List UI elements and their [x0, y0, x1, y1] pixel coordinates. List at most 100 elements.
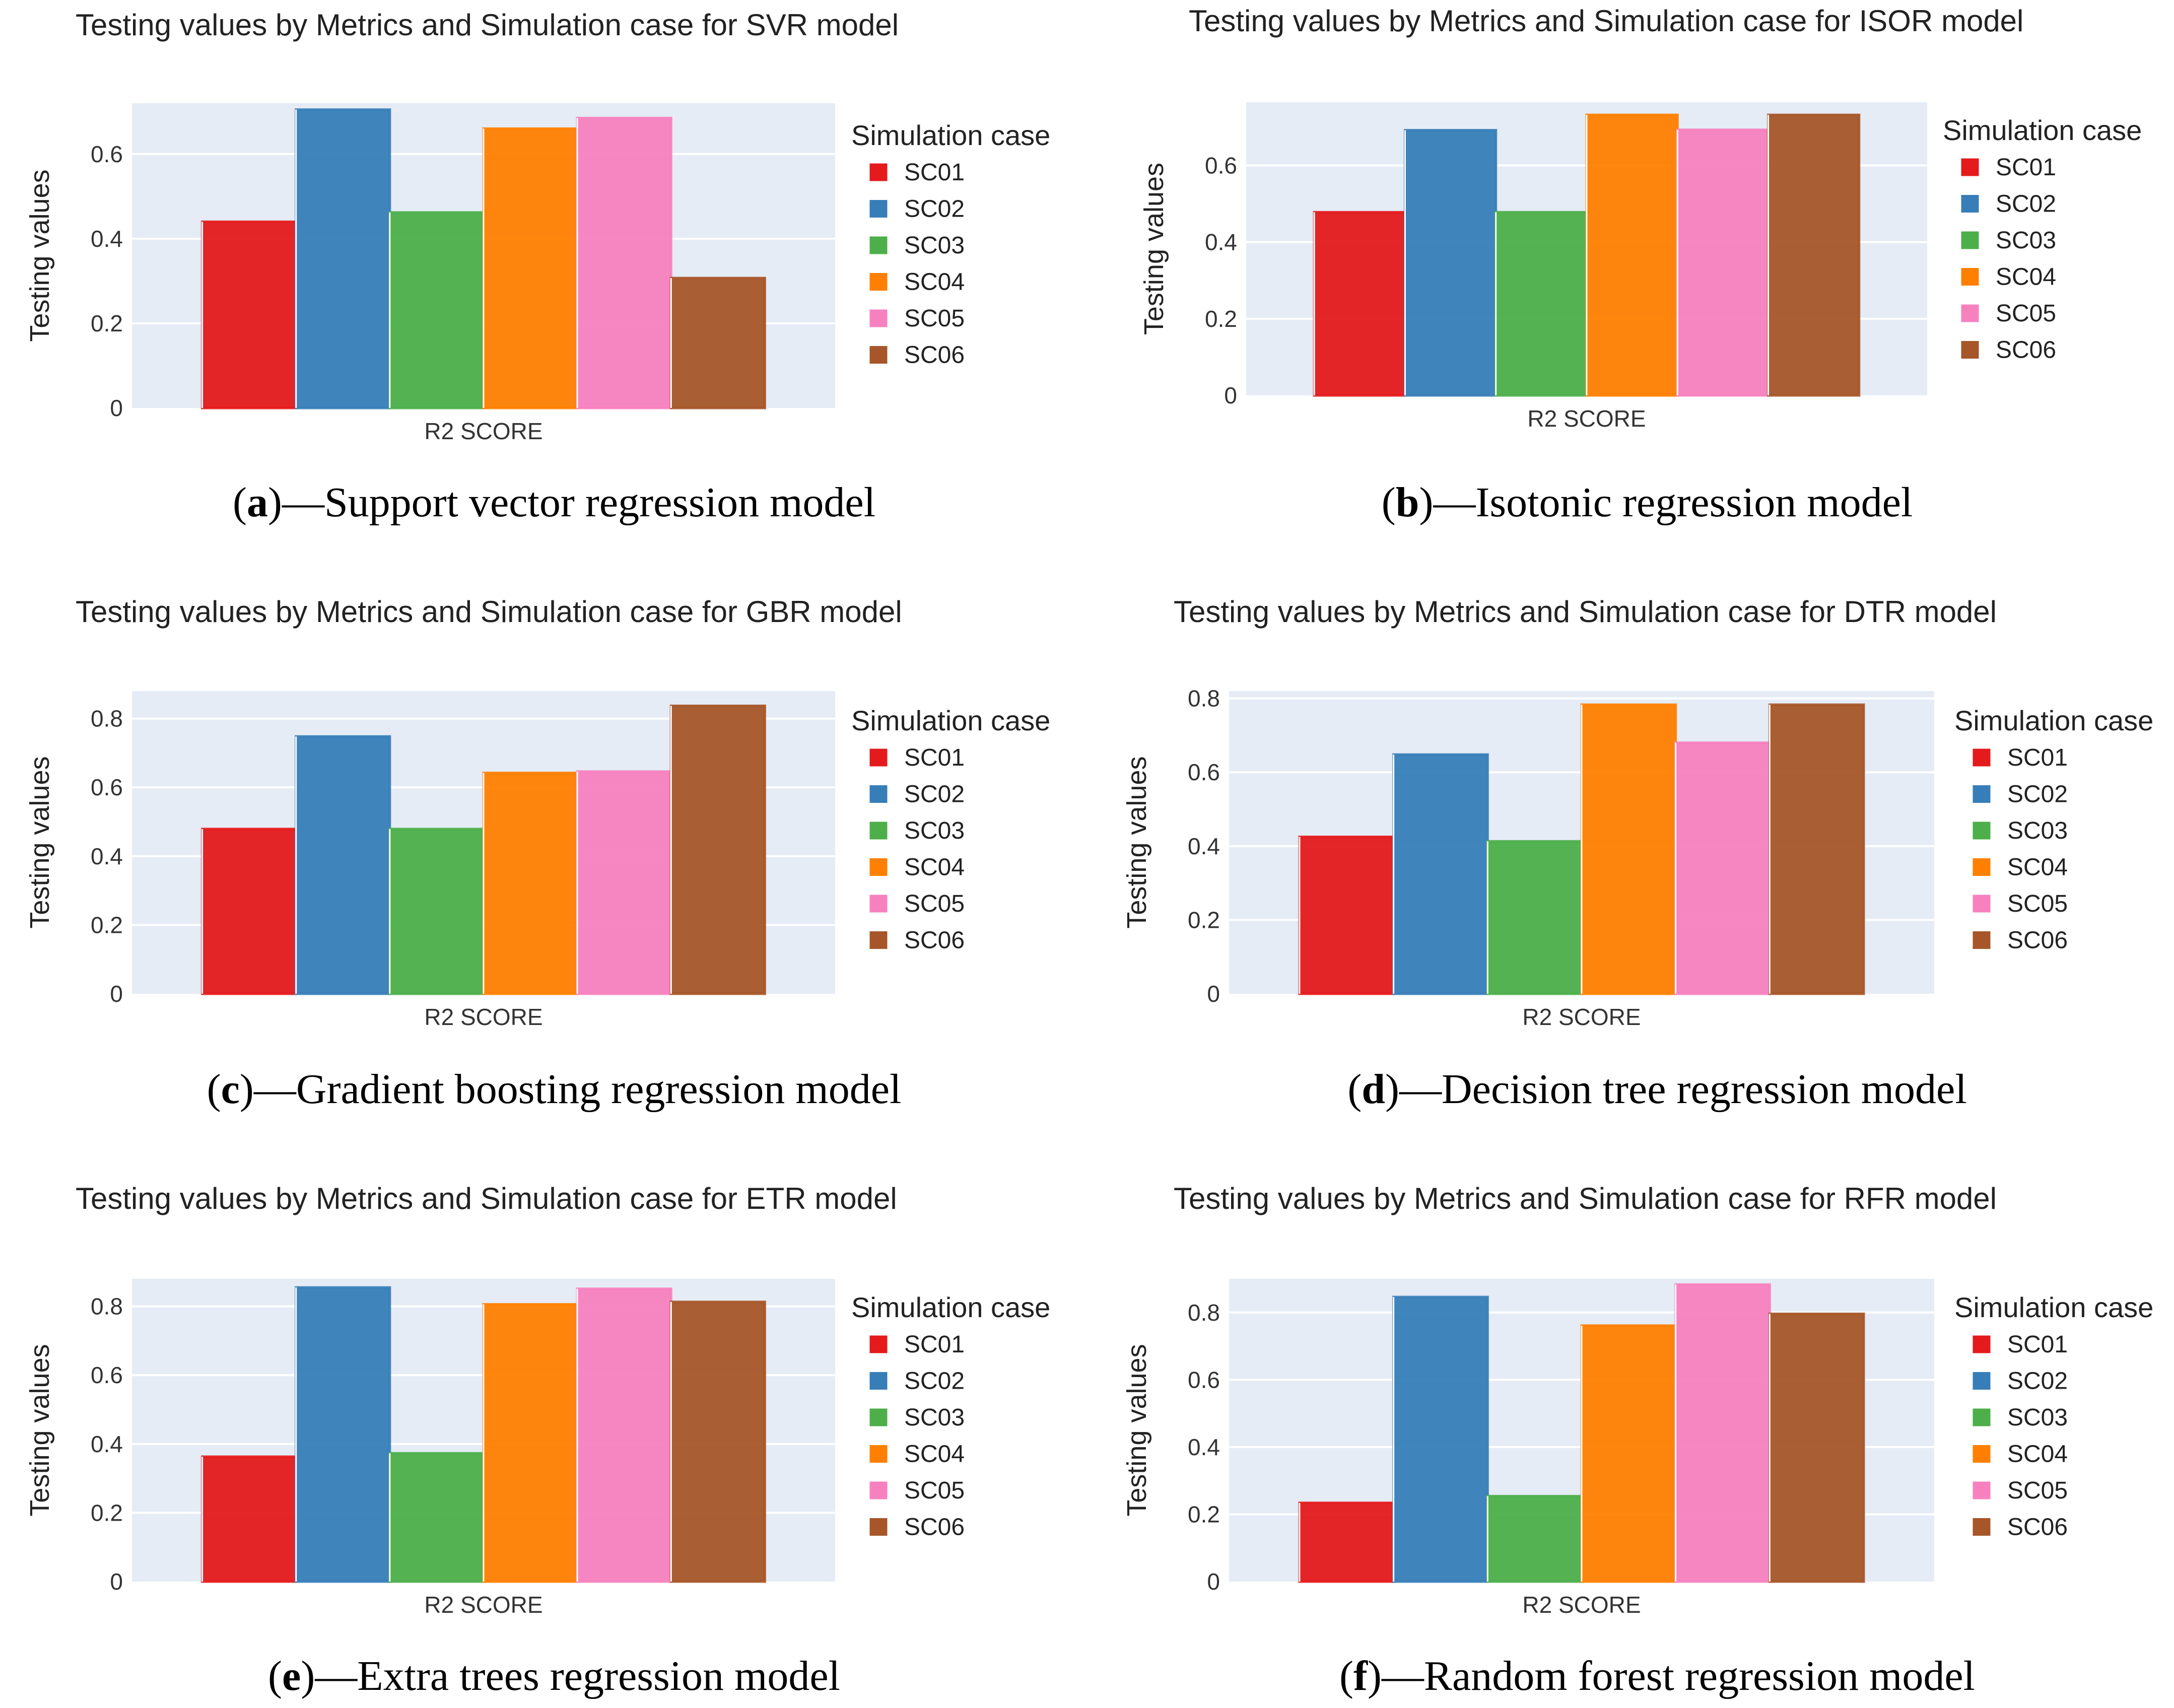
- y-tick-label: 0.2: [1205, 306, 1237, 332]
- caption-text: —Gradient boosting regression model: [253, 1066, 901, 1113]
- y-tick-label: 0.8: [1188, 686, 1220, 712]
- y-tick-label: 0.6: [1188, 1367, 1220, 1393]
- caption-text: —Decision tree regression model: [1399, 1066, 1967, 1113]
- panel-caption: (d)—Decision tree regression model: [1347, 1066, 1966, 1113]
- legend-label: SC04: [904, 269, 965, 296]
- legend-label: SC01: [904, 159, 965, 186]
- y-tick-label: 0: [110, 981, 123, 1007]
- bar-sc03: [388, 211, 485, 409]
- bar-sc02: [1392, 753, 1489, 995]
- legend-label: SC01: [2007, 1331, 2068, 1358]
- y-tick-label: 0.6: [91, 1362, 123, 1388]
- legend-swatch-sc03: [869, 1408, 888, 1426]
- x-category-label: R2 SCORE: [1522, 1004, 1641, 1030]
- chart-panel-a: Testing values by Metrics and Simulation…: [25, 8, 1050, 526]
- chart-title: Testing values by Metrics and Simulation…: [1174, 1182, 1997, 1215]
- x-category-label: R2 SCORE: [424, 1592, 542, 1618]
- caption-text: —Extra trees regression model: [314, 1653, 840, 1699]
- y-tick-label: 0.4: [1188, 1434, 1220, 1460]
- legend-label: SC05: [2007, 891, 2068, 917]
- legend-label: SC02: [2007, 1368, 2068, 1395]
- bar-sc05: [1674, 1283, 1771, 1583]
- caption-letter: f: [1353, 1653, 1368, 1699]
- bar-sc05: [1674, 741, 1771, 995]
- legend-label: SC02: [2007, 781, 2068, 808]
- legend-swatch-sc03: [869, 236, 888, 254]
- legend-label: SC04: [904, 854, 965, 881]
- bar-sc06: [1768, 1312, 1865, 1583]
- caption-paren: ): [301, 1653, 315, 1699]
- caption-paren: ): [268, 479, 282, 526]
- x-category-label: R2 SCORE: [424, 418, 542, 444]
- caption-letter: a: [247, 479, 268, 526]
- legend-swatch-sc01: [1973, 748, 1991, 767]
- bar-sc01: [201, 220, 298, 409]
- legend-title: Simulation case: [851, 1291, 1050, 1323]
- legend-label: SC05: [904, 305, 965, 332]
- legend-swatch-sc04: [869, 1445, 888, 1463]
- legend-title: Simulation case: [1943, 114, 2142, 146]
- legend-swatch-sc01: [869, 163, 888, 181]
- legend-label: SC05: [2007, 1477, 2068, 1504]
- bar-sc01: [1313, 211, 1406, 397]
- caption-letter: b: [1396, 479, 1419, 526]
- legend-swatch-sc03: [1973, 822, 1991, 840]
- y-tick-label: 0: [110, 1568, 123, 1595]
- legend-swatch-sc03: [1973, 1408, 1991, 1426]
- legend-swatch-sc02: [1973, 1372, 1991, 1390]
- y-tick-label: 0.6: [91, 774, 123, 800]
- legend-swatch-sc02: [1961, 195, 1979, 213]
- bar-sc06: [669, 277, 766, 409]
- y-tick-label: 0.2: [1188, 907, 1220, 933]
- y-tick-label: 0.8: [91, 1293, 123, 1320]
- bar-sc04: [482, 772, 579, 995]
- legend-swatch-sc06: [1973, 1518, 1991, 1536]
- bar-sc05: [576, 1287, 672, 1583]
- bar-sc04: [1585, 113, 1679, 397]
- bar-sc02: [295, 735, 391, 995]
- legend-label: SC05: [904, 1477, 965, 1504]
- legend-label: SC01: [2007, 744, 2068, 771]
- legend-swatch-sc06: [869, 1518, 888, 1536]
- legend-swatch-sc03: [869, 822, 888, 840]
- legend-label: SC05: [1996, 300, 2056, 327]
- legend-swatch-sc06: [1973, 931, 1991, 949]
- caption-letter: e: [282, 1653, 301, 1699]
- bar-sc02: [295, 1286, 391, 1583]
- x-category-label: R2 SCORE: [1527, 405, 1646, 432]
- y-tick-label: 0: [110, 395, 123, 421]
- chart-panel-d: Testing values by Metrics and Simulation…: [1122, 595, 2153, 1113]
- y-tick-label: 0.4: [91, 226, 123, 252]
- legend-swatch-sc02: [869, 200, 888, 218]
- y-axis-label: Testing values: [25, 756, 55, 928]
- chart-panel-b: Testing values by Metrics and Simulation…: [1139, 4, 2142, 526]
- caption-paren: ): [1368, 1653, 1382, 1699]
- bar-sc04: [482, 127, 579, 409]
- bar-sc06: [669, 1301, 766, 1583]
- legend-swatch-sc06: [869, 346, 888, 364]
- y-tick-label: 0.2: [1188, 1501, 1220, 1527]
- legend-title: Simulation case: [1954, 705, 2153, 736]
- caption-paren: (: [1382, 479, 1396, 526]
- legend-label: SC05: [904, 891, 965, 917]
- y-tick-label: 0.4: [1205, 229, 1237, 255]
- caption-paren: (: [268, 1653, 282, 1699]
- y-axis-label: Testing values: [1139, 163, 1169, 335]
- bar-sc02: [1392, 1295, 1489, 1583]
- y-axis-label: Testing values: [25, 169, 55, 341]
- legend-swatch-sc02: [869, 1372, 888, 1390]
- legend-label: SC06: [904, 342, 965, 369]
- bar-sc01: [1298, 1501, 1395, 1583]
- legend-label: SC02: [904, 196, 965, 223]
- panel-caption: (e)—Extra trees regression model: [268, 1653, 840, 1699]
- legend-label: SC03: [1996, 227, 2056, 254]
- caption-text: —Random forest regression model: [1381, 1653, 1975, 1699]
- legend-title: Simulation case: [851, 119, 1050, 151]
- legend-swatch-sc02: [1973, 785, 1991, 803]
- panel-caption: (f)—Random forest regression model: [1339, 1653, 1975, 1699]
- y-tick-label: 0.6: [1205, 153, 1237, 179]
- legend-label: SC02: [904, 1368, 965, 1395]
- chart-panel-e: Testing values by Metrics and Simulation…: [25, 1182, 1050, 1699]
- legend-label: SC01: [904, 744, 965, 771]
- y-axis-label: Testing values: [1122, 1344, 1152, 1516]
